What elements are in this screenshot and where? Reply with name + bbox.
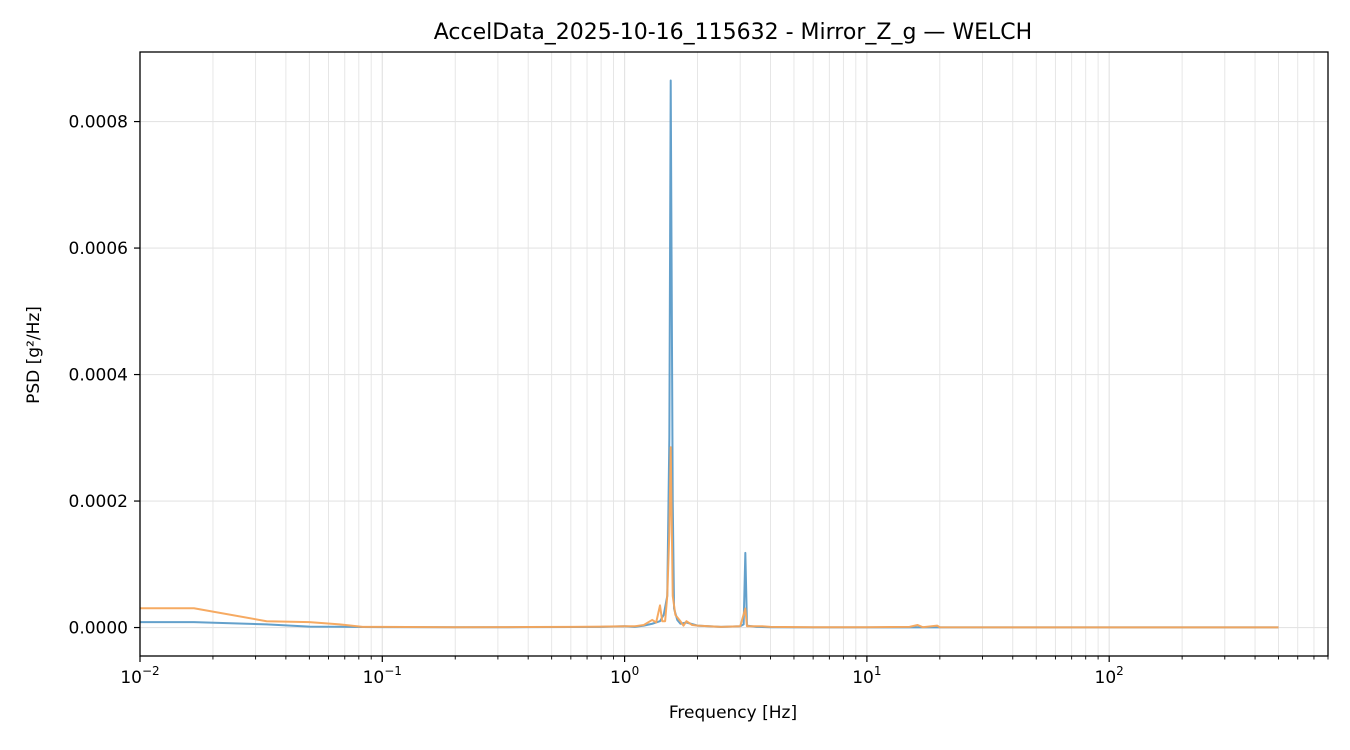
y-axis-label: PSD [g²/Hz] [24, 306, 44, 404]
x-tick-label: 10−1 [363, 664, 402, 688]
tick-labels: 0.0000 0.0002 0.0004 0.0006 0.0008 10−2 10−1 10… [69, 113, 1124, 688]
plot-frame [139, 51, 1329, 657]
x-axis-label: Frequency [Hz] [669, 703, 797, 723]
x-tick-label: 102 [1095, 664, 1124, 688]
y-tick-label: 0.0006 [69, 239, 128, 259]
ticks [134, 120, 1329, 662]
series-line-2 [140, 446, 1279, 629]
y-tick-label: 0.0000 [69, 619, 128, 639]
x-tick-label: 10−2 [120, 664, 159, 688]
x-tick-label: 101 [852, 664, 881, 688]
x-tick-label: 100 [610, 664, 639, 688]
y-tick-label: 0.0002 [69, 492, 128, 512]
y-tick-label: 0.0008 [69, 113, 128, 133]
chart-title: AccelData_2025-10-16_115632 - Mirror_Z_g… [434, 20, 1032, 45]
series-layer [140, 79, 1279, 629]
y-tick-label: 0.0004 [69, 366, 128, 386]
